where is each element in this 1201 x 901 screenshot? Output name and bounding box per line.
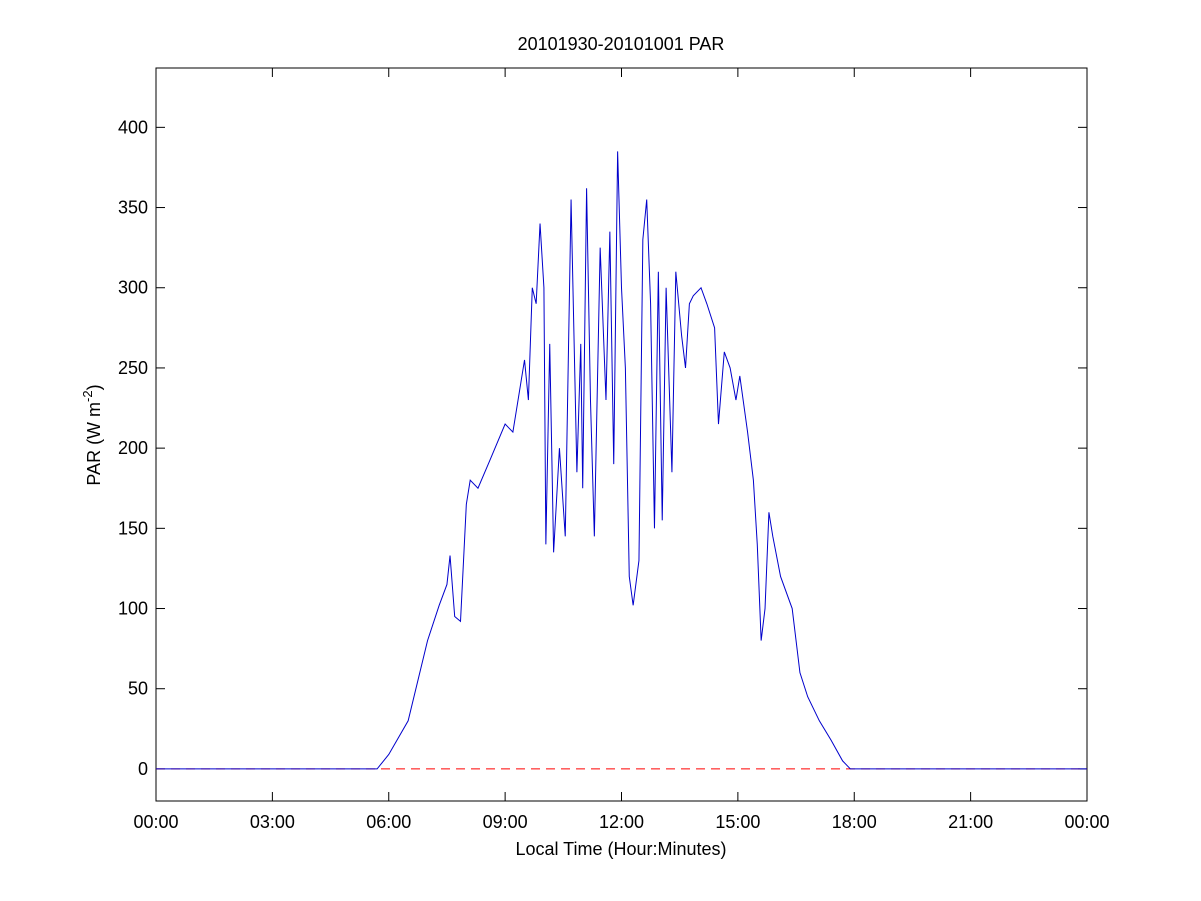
y-tick-label: 400 <box>118 117 148 137</box>
series-line <box>156 151 1087 770</box>
chart-title: 20101930-20101001 PAR <box>518 34 725 54</box>
y-label-text: PAR (W m <box>84 402 104 486</box>
x-tick-label: 03:00 <box>250 812 295 832</box>
y-label-superscript: -2 <box>80 390 95 402</box>
x-tick-label: 15:00 <box>715 812 760 832</box>
x-axis-label: Local Time (Hour:Minutes) <box>515 839 726 859</box>
y-axis-label: PAR (W m-2) <box>80 384 104 485</box>
y-tick-label: 100 <box>118 599 148 619</box>
x-tick-label: 09:00 <box>483 812 528 832</box>
y-tick-label: 350 <box>118 198 148 218</box>
x-tick-label: 18:00 <box>832 812 877 832</box>
x-tick-label: 06:00 <box>366 812 411 832</box>
y-tick-label: 50 <box>128 679 148 699</box>
x-tick-label: 12:00 <box>599 812 644 832</box>
y-tick-label: 0 <box>138 759 148 779</box>
y-tick-label: 250 <box>118 358 148 378</box>
x-tick-label: 00:00 <box>133 812 178 832</box>
y-tick-label: 200 <box>118 438 148 458</box>
x-tick-label: 00:00 <box>1064 812 1109 832</box>
y-tick-label: 300 <box>118 278 148 298</box>
plot-area <box>155 67 1088 802</box>
x-tick-label: 21:00 <box>948 812 993 832</box>
y-tick-label: 150 <box>118 518 148 538</box>
y-label-text: ) <box>84 384 104 390</box>
